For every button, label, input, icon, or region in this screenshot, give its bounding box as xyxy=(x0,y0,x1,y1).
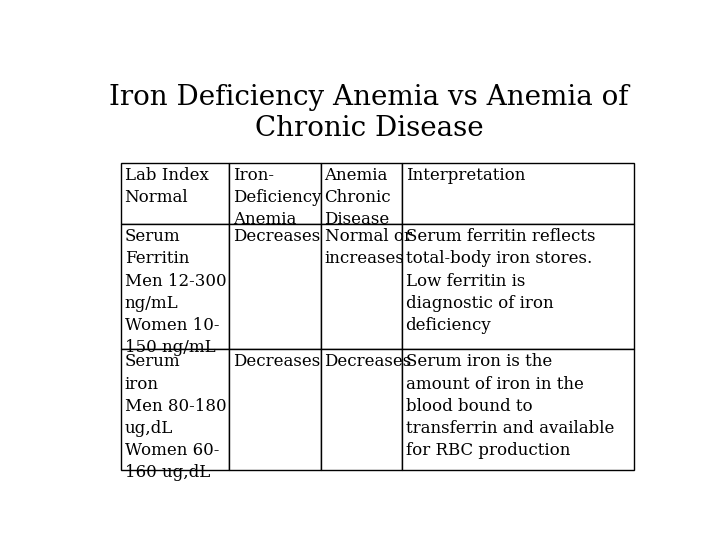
Bar xyxy=(121,224,229,349)
Text: Decreases: Decreases xyxy=(233,228,320,245)
Text: Decreases: Decreases xyxy=(233,353,320,370)
Text: Serum ferritin reflects
total-body iron stores.
Low ferritin is
diagnostic of ir: Serum ferritin reflects total-body iron … xyxy=(405,228,595,334)
Bar xyxy=(402,163,634,224)
Text: Decreases: Decreases xyxy=(325,353,412,370)
Bar xyxy=(402,349,634,470)
Bar xyxy=(229,349,320,470)
Text: Serum
iron
Men 80-180
ug,dL
Women 60-
160 ug,dL: Serum iron Men 80-180 ug,dL Women 60- 16… xyxy=(125,353,226,481)
Text: Normal or
increases: Normal or increases xyxy=(325,228,412,267)
Bar xyxy=(121,349,229,470)
Text: Iron-
Deficiency
Anemia: Iron- Deficiency Anemia xyxy=(233,167,321,228)
Text: Serum
Ferritin
Men 12-300
ng/mL
Women 10-
150 ng/mL: Serum Ferritin Men 12-300 ng/mL Women 10… xyxy=(125,228,226,356)
Bar xyxy=(320,163,402,224)
Bar xyxy=(320,349,402,470)
Text: Lab Index
Normal: Lab Index Normal xyxy=(125,167,209,206)
Bar xyxy=(402,224,634,349)
Bar xyxy=(121,163,229,224)
Bar xyxy=(229,224,320,349)
Bar xyxy=(320,224,402,349)
Text: Iron Deficiency Anemia vs Anemia of
Chronic Disease: Iron Deficiency Anemia vs Anemia of Chro… xyxy=(109,84,629,141)
Text: Interpretation: Interpretation xyxy=(405,167,525,184)
Text: Serum iron is the
amount of iron in the
blood bound to
transferrin and available: Serum iron is the amount of iron in the … xyxy=(405,353,614,459)
Bar xyxy=(229,163,320,224)
Text: Anemia
Chronic
Disease: Anemia Chronic Disease xyxy=(325,167,391,228)
